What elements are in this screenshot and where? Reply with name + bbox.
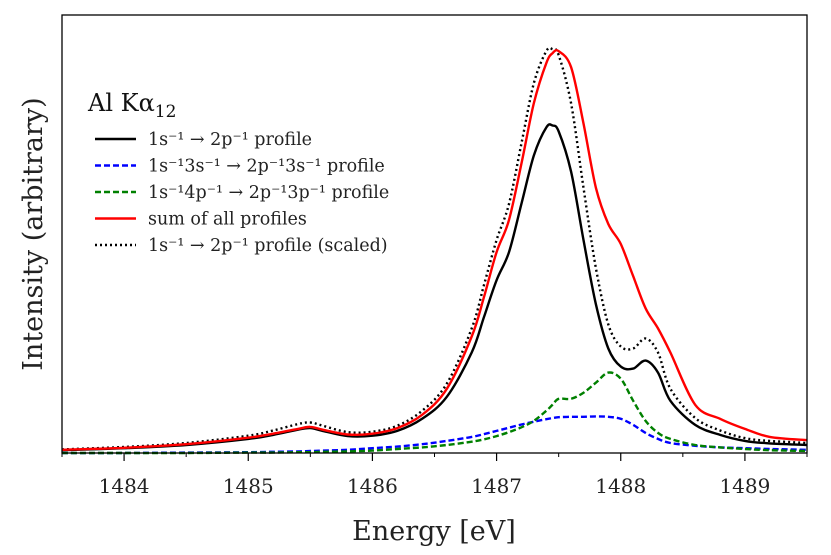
legend-label: 1s⁻¹ → 2p⁻¹ profile	[148, 130, 312, 150]
x-tick-label: 1486	[347, 474, 398, 498]
legend-label: 1s⁻¹ → 2p⁻¹ profile (scaled)	[148, 236, 388, 256]
legend-entries: 1s⁻¹ → 2p⁻¹ profile 1s⁻¹3s⁻¹ → 2p⁻¹3s⁻¹ p…	[95, 130, 389, 256]
plot-curves	[61, 46, 808, 455]
series-line-0	[61, 123, 808, 452]
x-axis-label: Energy [eV]	[352, 516, 516, 547]
y-axis-label: Intensity (arbitrary)	[18, 97, 49, 370]
legend-title: Al Kα12	[87, 89, 176, 122]
x-tick-label: 1484	[99, 474, 150, 498]
x-tick-label: 1487	[471, 474, 522, 498]
x-axis-ticks: 1484 1485 1486 1487 1488 1489	[61, 453, 808, 498]
legend-title-main: Al Kα	[87, 89, 155, 117]
legend: Al Kα12 1s⁻¹ → 2p⁻¹ profile 1s⁻¹3s⁻¹ → 2p…	[87, 89, 389, 256]
legend-label: 1s⁻¹3s⁻¹ → 2p⁻¹3s⁻¹ profile	[148, 157, 385, 177]
legend-label: 1s⁻¹4p⁻¹ → 2p⁻¹3p⁻¹ profile	[148, 183, 389, 203]
x-tick-label: 1485	[223, 474, 274, 498]
series-line-3	[61, 49, 808, 451]
series-line-4	[61, 46, 808, 451]
legend-title-sub: 12	[155, 102, 177, 122]
legend-label: sum of all profiles	[148, 210, 307, 230]
x-tick-label: 1488	[595, 474, 646, 498]
x-tick-label: 1489	[719, 474, 770, 498]
series-line-2	[62, 371, 808, 455]
